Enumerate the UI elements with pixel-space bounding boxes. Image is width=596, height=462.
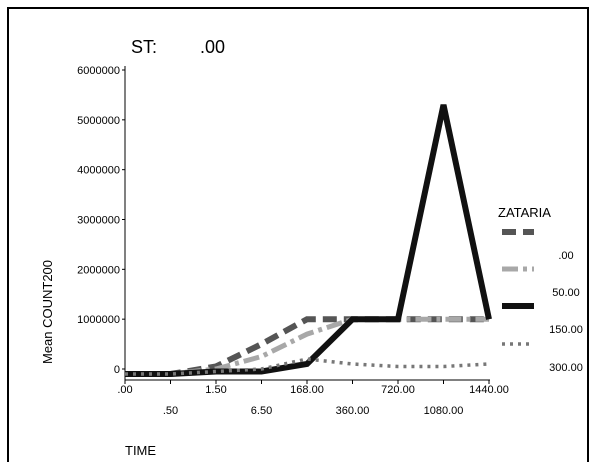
y-axis-label: Mean COUNT200 (40, 260, 55, 364)
x-tick-label: .00 (117, 384, 132, 396)
x-tick-label: 168.00 (290, 384, 324, 396)
y-tick-label: 1000000 (77, 314, 120, 326)
chart-title-label: ST: (131, 37, 157, 57)
series-line-3 (125, 357, 490, 376)
chart-title-value: .00 (200, 37, 225, 57)
x-tick-label: 1.50 (205, 384, 226, 396)
x-tick-label: 720.00 (381, 384, 415, 396)
legend-label-3: 300.00 (549, 362, 583, 374)
legend-label-0: .00 (558, 250, 573, 262)
x-tick-label: 360.00 (336, 405, 370, 417)
y-tick-label: 6000000 (77, 65, 120, 77)
chart-frame (7, 7, 589, 462)
x-tick-label: 6.50 (251, 405, 272, 417)
y-tick-label: 3000000 (77, 215, 120, 227)
legend-label-1: 50.00 (552, 287, 580, 299)
y-tick-label: 0 (114, 364, 120, 376)
legend: .00 50.00 150.00 300.00 (502, 229, 583, 374)
series-line-2 (125, 104, 492, 377)
axes: 0 1000000 2000000 3000000 4000000 5000000 6000… (77, 65, 509, 417)
x-axis-label: TIME (125, 443, 156, 458)
y-tick-label: 4000000 (77, 165, 120, 177)
y-tick-label: 2000000 (77, 264, 120, 276)
legend-label-2: 150.00 (549, 324, 583, 336)
y-tick-label: 5000000 (77, 115, 120, 127)
plot-area (125, 104, 492, 377)
x-tick-label: .50 (163, 405, 178, 417)
x-tick-label: 1080.00 (424, 405, 464, 417)
legend-title: ZATARIA (498, 205, 551, 220)
x-tick-label: 1440.00 (469, 384, 509, 396)
